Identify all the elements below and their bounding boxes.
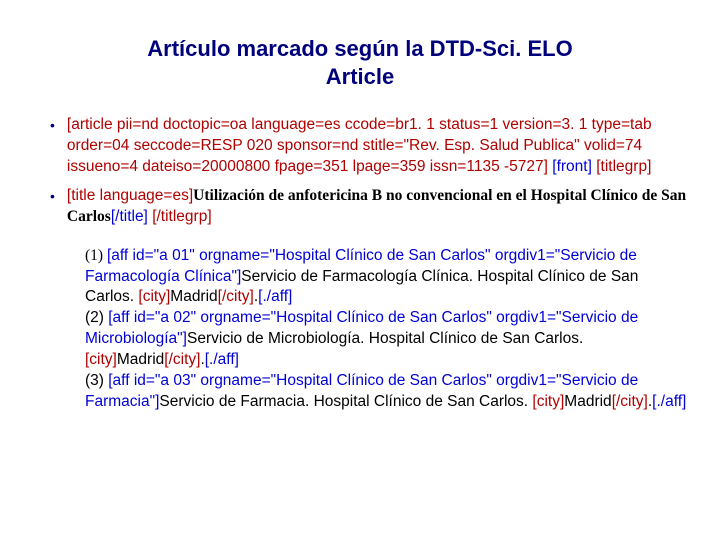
title-line1: Artículo marcado según la DTD-Sci. ELO [147,36,572,61]
aff2-city-open: [city] [85,351,117,368]
aff2-num: (2) [85,309,108,326]
aff3-city-close: [/city] [612,393,648,410]
slide-title: Artículo marcado según la DTD-Sci. ELO A… [30,35,690,90]
aff3-num: (3) [85,372,108,389]
aff3-city: Madrid [564,393,611,410]
bullet-item-1: • [article pii=nd doctopic=oa language=e… [50,115,690,178]
bullet-text-2: [title language=es]Utilización de anfote… [67,186,690,228]
bullet-dot-icon: • [50,188,55,228]
front-tag: [front] [552,158,592,175]
aff1-close: [./aff] [258,288,292,305]
aff2-city-close: [/city] [164,351,200,368]
titlegrp-tag: [titlegrp] [596,158,651,175]
aff2-text: Servicio de Microbiología. Hospital Clín… [187,330,583,347]
aff2-close: [./aff] [205,351,239,368]
aff1-num: (1) [85,247,107,264]
bullet-dot-icon: • [50,117,55,178]
aff3-close: [./aff] [652,393,686,410]
title-line2: Article [326,64,394,89]
titlegrp-close-tag: [/titlegrp] [152,208,211,225]
title-open-tag: [title language=es] [67,187,193,204]
bullet-list: • [article pii=nd doctopic=oa language=e… [50,115,690,228]
aff3-text: Servicio de Farmacia. Hospital Clínico d… [159,393,532,410]
bullet-text-1: [article pii=nd doctopic=oa language=es … [67,115,690,178]
aff1-city-open: [city] [138,288,170,305]
aff2-city: Madrid [117,351,164,368]
bullet-item-2: • [title language=es]Utilización de anfo… [50,186,690,228]
aff1-city: Madrid [170,288,217,305]
affiliations-block: (1) [aff id="a 01" orgname="Hospital Clí… [85,246,690,413]
aff3-city-open: [city] [532,393,564,410]
aff1-city-close: [/city] [218,288,254,305]
title-close-tag: [/title] [111,208,148,225]
